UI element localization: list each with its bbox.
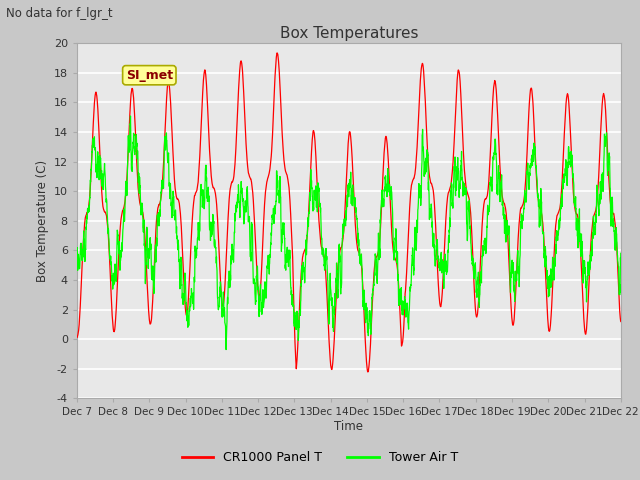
Legend: CR1000 Panel T, Tower Air T: CR1000 Panel T, Tower Air T bbox=[177, 446, 463, 469]
Y-axis label: Box Temperature (C): Box Temperature (C) bbox=[36, 160, 49, 282]
Text: SI_met: SI_met bbox=[125, 69, 173, 82]
X-axis label: Time: Time bbox=[334, 420, 364, 433]
Text: No data for f_lgr_t: No data for f_lgr_t bbox=[6, 7, 113, 20]
Title: Box Temperatures: Box Temperatures bbox=[280, 25, 418, 41]
